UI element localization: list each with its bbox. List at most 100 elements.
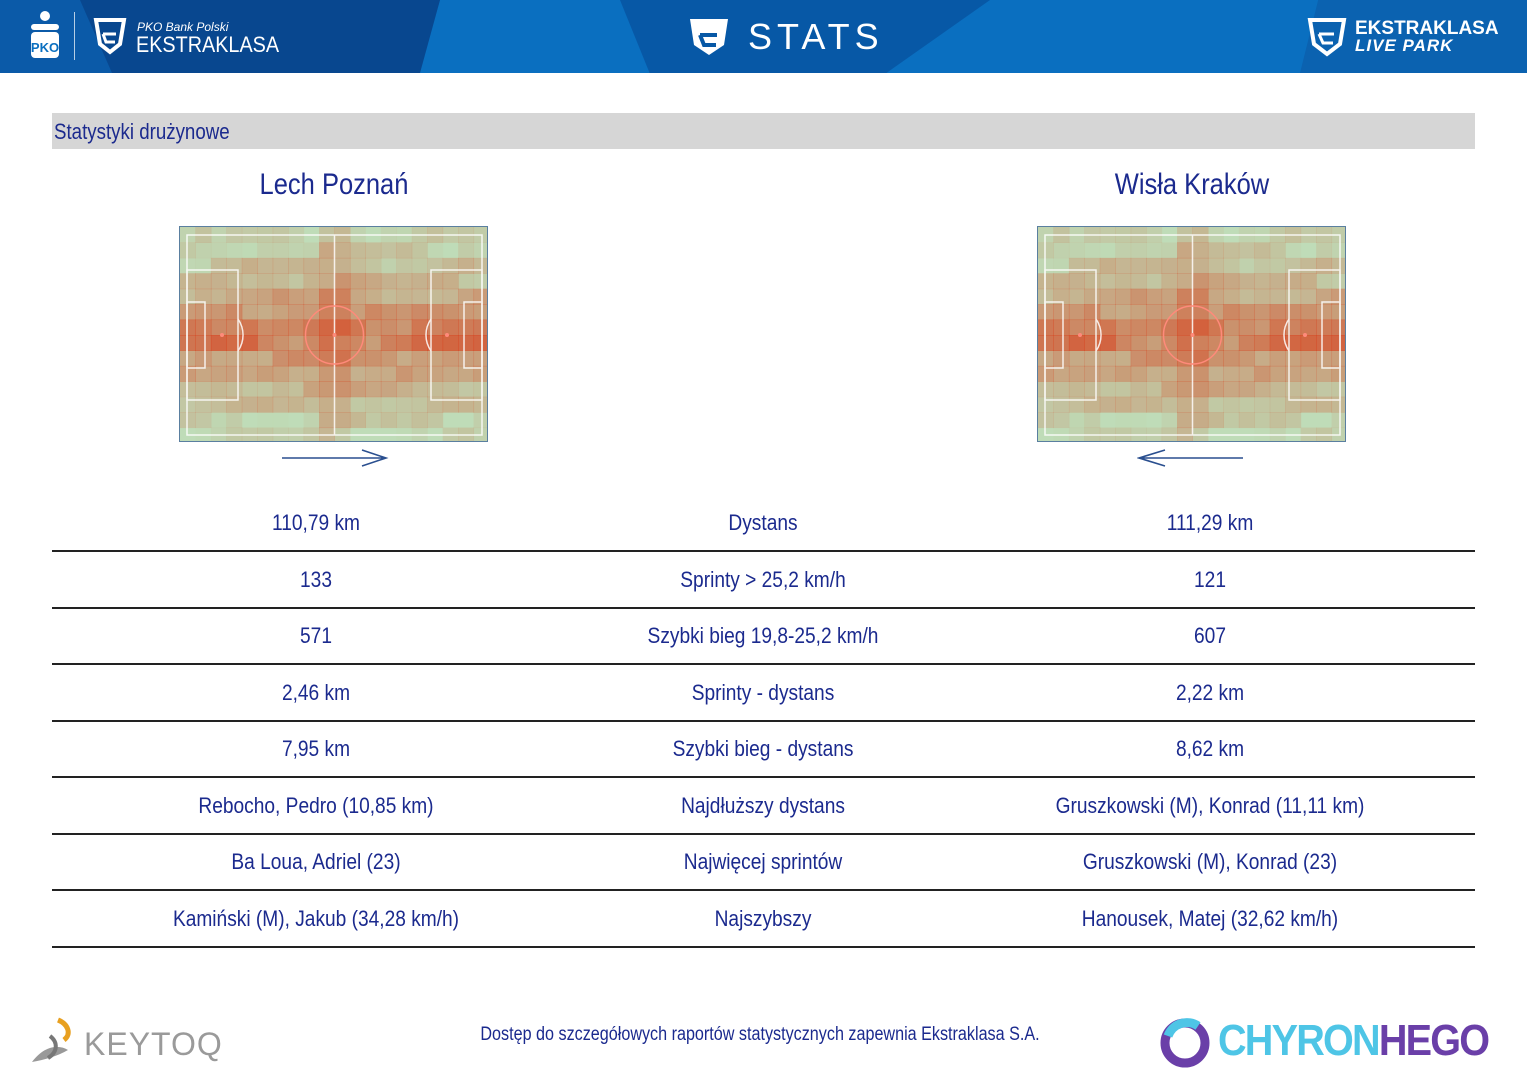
heatmap-cell [1207, 381, 1224, 398]
heatmap-cell [257, 319, 274, 336]
heatmap-cell [1053, 288, 1070, 305]
heatmap-cell [180, 350, 196, 367]
home-value: 2,46 km [281, 679, 351, 705]
heatmap-cell [365, 319, 382, 336]
heatmap-cell [1316, 319, 1333, 336]
heatmap-cell [1084, 304, 1101, 321]
heatmap-cell [1254, 304, 1271, 321]
heatmap-cell [257, 381, 274, 398]
heatmap-cell [396, 396, 413, 413]
ekstraklasa-shield-icon [93, 18, 127, 55]
heatmap-cell [1207, 304, 1224, 321]
heatmap-cell [349, 304, 366, 321]
heatmap-cell [1084, 350, 1101, 367]
heatmap-cell [365, 273, 382, 290]
heatmap-cell [411, 412, 428, 429]
heatmap-cell [1316, 273, 1333, 290]
section-header: Statystyki drużynowe [52, 113, 1475, 149]
pko-logo: PKO [31, 11, 59, 58]
heatmap-cell [1068, 257, 1085, 274]
heatmap-cell [303, 381, 320, 398]
heatmap-cell [1238, 335, 1255, 351]
heatmap-cell [1161, 273, 1178, 290]
heatmap-cell [380, 273, 397, 290]
heatmap-cell [1223, 304, 1240, 321]
heatmap-cell [411, 257, 428, 274]
heatmap-cell [1068, 396, 1085, 413]
heatmap-cell [226, 288, 243, 305]
heatmap-cell [349, 412, 366, 429]
heatmap-cell [1130, 257, 1147, 274]
heatmap-cell [1238, 365, 1255, 382]
heatmap-cell [1300, 257, 1317, 274]
heatmap-cell [241, 319, 258, 336]
heatmap-cell [257, 365, 274, 382]
heatmap-cell [349, 242, 366, 259]
heatmap-cell [1192, 365, 1209, 382]
heatmap-cell [1331, 365, 1345, 382]
pitch-lines [1044, 234, 1341, 436]
heatmap-cell [427, 365, 444, 382]
heatmap-cell [1146, 288, 1163, 305]
heatmap-cell [1254, 257, 1271, 274]
heatmap-cell [1038, 381, 1054, 398]
hego-text: HEGO [1378, 1016, 1490, 1065]
stats-row: Rebocho, Pedro (10,85 km) Najdłuższy dyst… [52, 779, 1475, 835]
stat-label: Szybki bieg - dystans [672, 736, 854, 761]
heatmap-cell [365, 350, 382, 367]
heatmap-cell [1300, 273, 1317, 290]
heatmap-cell [396, 350, 413, 367]
heatmap-cell [1053, 396, 1070, 413]
heatmap-cell [1192, 273, 1209, 290]
heatmap-cell [1207, 396, 1224, 413]
heatmap-cell [334, 412, 351, 429]
heatmap-cell [1084, 396, 1101, 413]
home-value: 133 [300, 566, 332, 592]
heatmap-cell [473, 319, 487, 336]
heatmap-cell [1238, 257, 1255, 274]
stat-label: Dystans [728, 510, 798, 535]
home-value: Ba Loua, Adriel (23) [231, 849, 401, 874]
stat-label: Sprinty > 25,2 km/h [680, 566, 846, 592]
heatmap-cell [473, 273, 487, 290]
heatmap-cell [272, 350, 289, 367]
heatmap-cell [319, 242, 335, 259]
heatmap-cell [1053, 242, 1070, 259]
chyronhego-logo-icon [1160, 1018, 1210, 1068]
heatmap-cell [1238, 381, 1255, 398]
heatmap-cell [349, 288, 366, 305]
heatmap-cell [1192, 242, 1209, 259]
heatmap-cell [458, 273, 475, 290]
heatmap-cell [349, 257, 366, 274]
heatmap-cell [1177, 335, 1193, 351]
heatmap-cell [1316, 304, 1333, 321]
heatmap-cell [1301, 242, 1317, 258]
heatmap-cell [1130, 288, 1147, 305]
heatmap-cell [272, 365, 289, 382]
heatmap-cell [1192, 381, 1209, 398]
heatmap-cell [458, 335, 475, 351]
heatmap-cell [1300, 396, 1317, 413]
heatmap-cell [1254, 381, 1271, 398]
heatmap-cell [195, 365, 212, 382]
heatmap-cell [334, 242, 351, 259]
ekstraklasa-label: EKSTRAKLASA [136, 32, 280, 57]
heatmap-cell [210, 350, 227, 367]
heatmap-cell [1068, 365, 1085, 382]
heatmap-cell [1254, 335, 1271, 351]
heatmap-cell [303, 257, 320, 274]
heatmap-cell [427, 288, 444, 305]
heatmap-cell [195, 396, 212, 413]
heatmap-cell [319, 396, 335, 413]
home-team-name: Lech Poznań [259, 168, 409, 201]
heatmap-cell [396, 273, 413, 290]
heatmap-cell [442, 304, 459, 321]
heatmap-cell [180, 258, 196, 274]
home-heatmap [179, 226, 488, 442]
heatmap-cell [1207, 242, 1224, 259]
heatmap-cell [458, 350, 475, 367]
heatmap-cell [1130, 304, 1147, 321]
heatmap-cell [1038, 396, 1054, 413]
heatmap-cell [1146, 304, 1163, 321]
heatmap-cell [1254, 273, 1271, 290]
